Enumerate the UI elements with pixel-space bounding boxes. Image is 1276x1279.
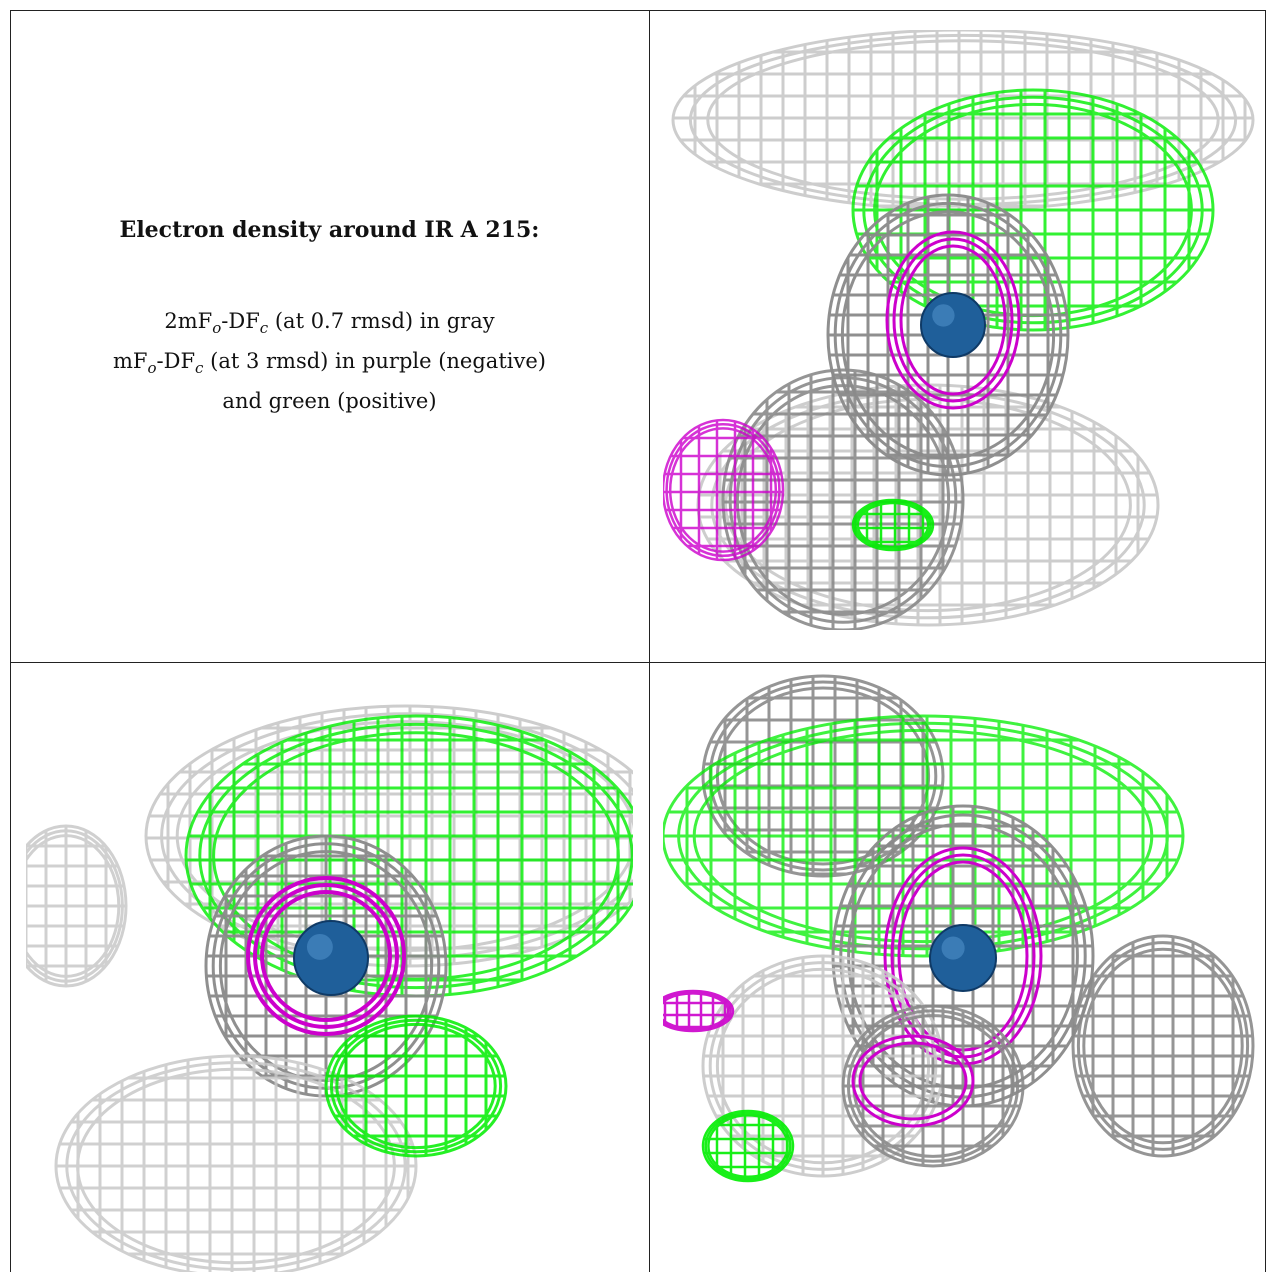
caption-line-2: mFo-DFc (at 3 rmsd) in purple (negative) <box>113 349 546 378</box>
frame-left <box>10 10 11 1272</box>
caption-description: 2mFo-DFc (at 0.7 rmsd) in gray mFo-DFc (… <box>113 305 546 418</box>
frame-middle-vertical <box>649 10 650 1272</box>
frame-right <box>1265 10 1266 1272</box>
frame-middle-horizontal <box>10 662 1266 663</box>
density-view-bottom-right <box>663 666 1263 1272</box>
density-view-top-right <box>663 30 1263 630</box>
frame-top <box>10 10 1266 11</box>
density-mesh-2 <box>26 704 633 1272</box>
density-mesh-3 <box>663 674 1255 1183</box>
caption-cell: Electron density around IR A 215: 2mFo-D… <box>12 12 647 660</box>
caption-line-1: 2mFo-DFc (at 0.7 rmsd) in gray <box>164 309 495 338</box>
caption-title: Electron density around IR A 215: <box>119 217 540 243</box>
density-mesh-1 <box>663 30 1255 630</box>
caption-line-3: and green (positive) <box>222 389 437 414</box>
density-view-bottom-left <box>26 666 633 1272</box>
